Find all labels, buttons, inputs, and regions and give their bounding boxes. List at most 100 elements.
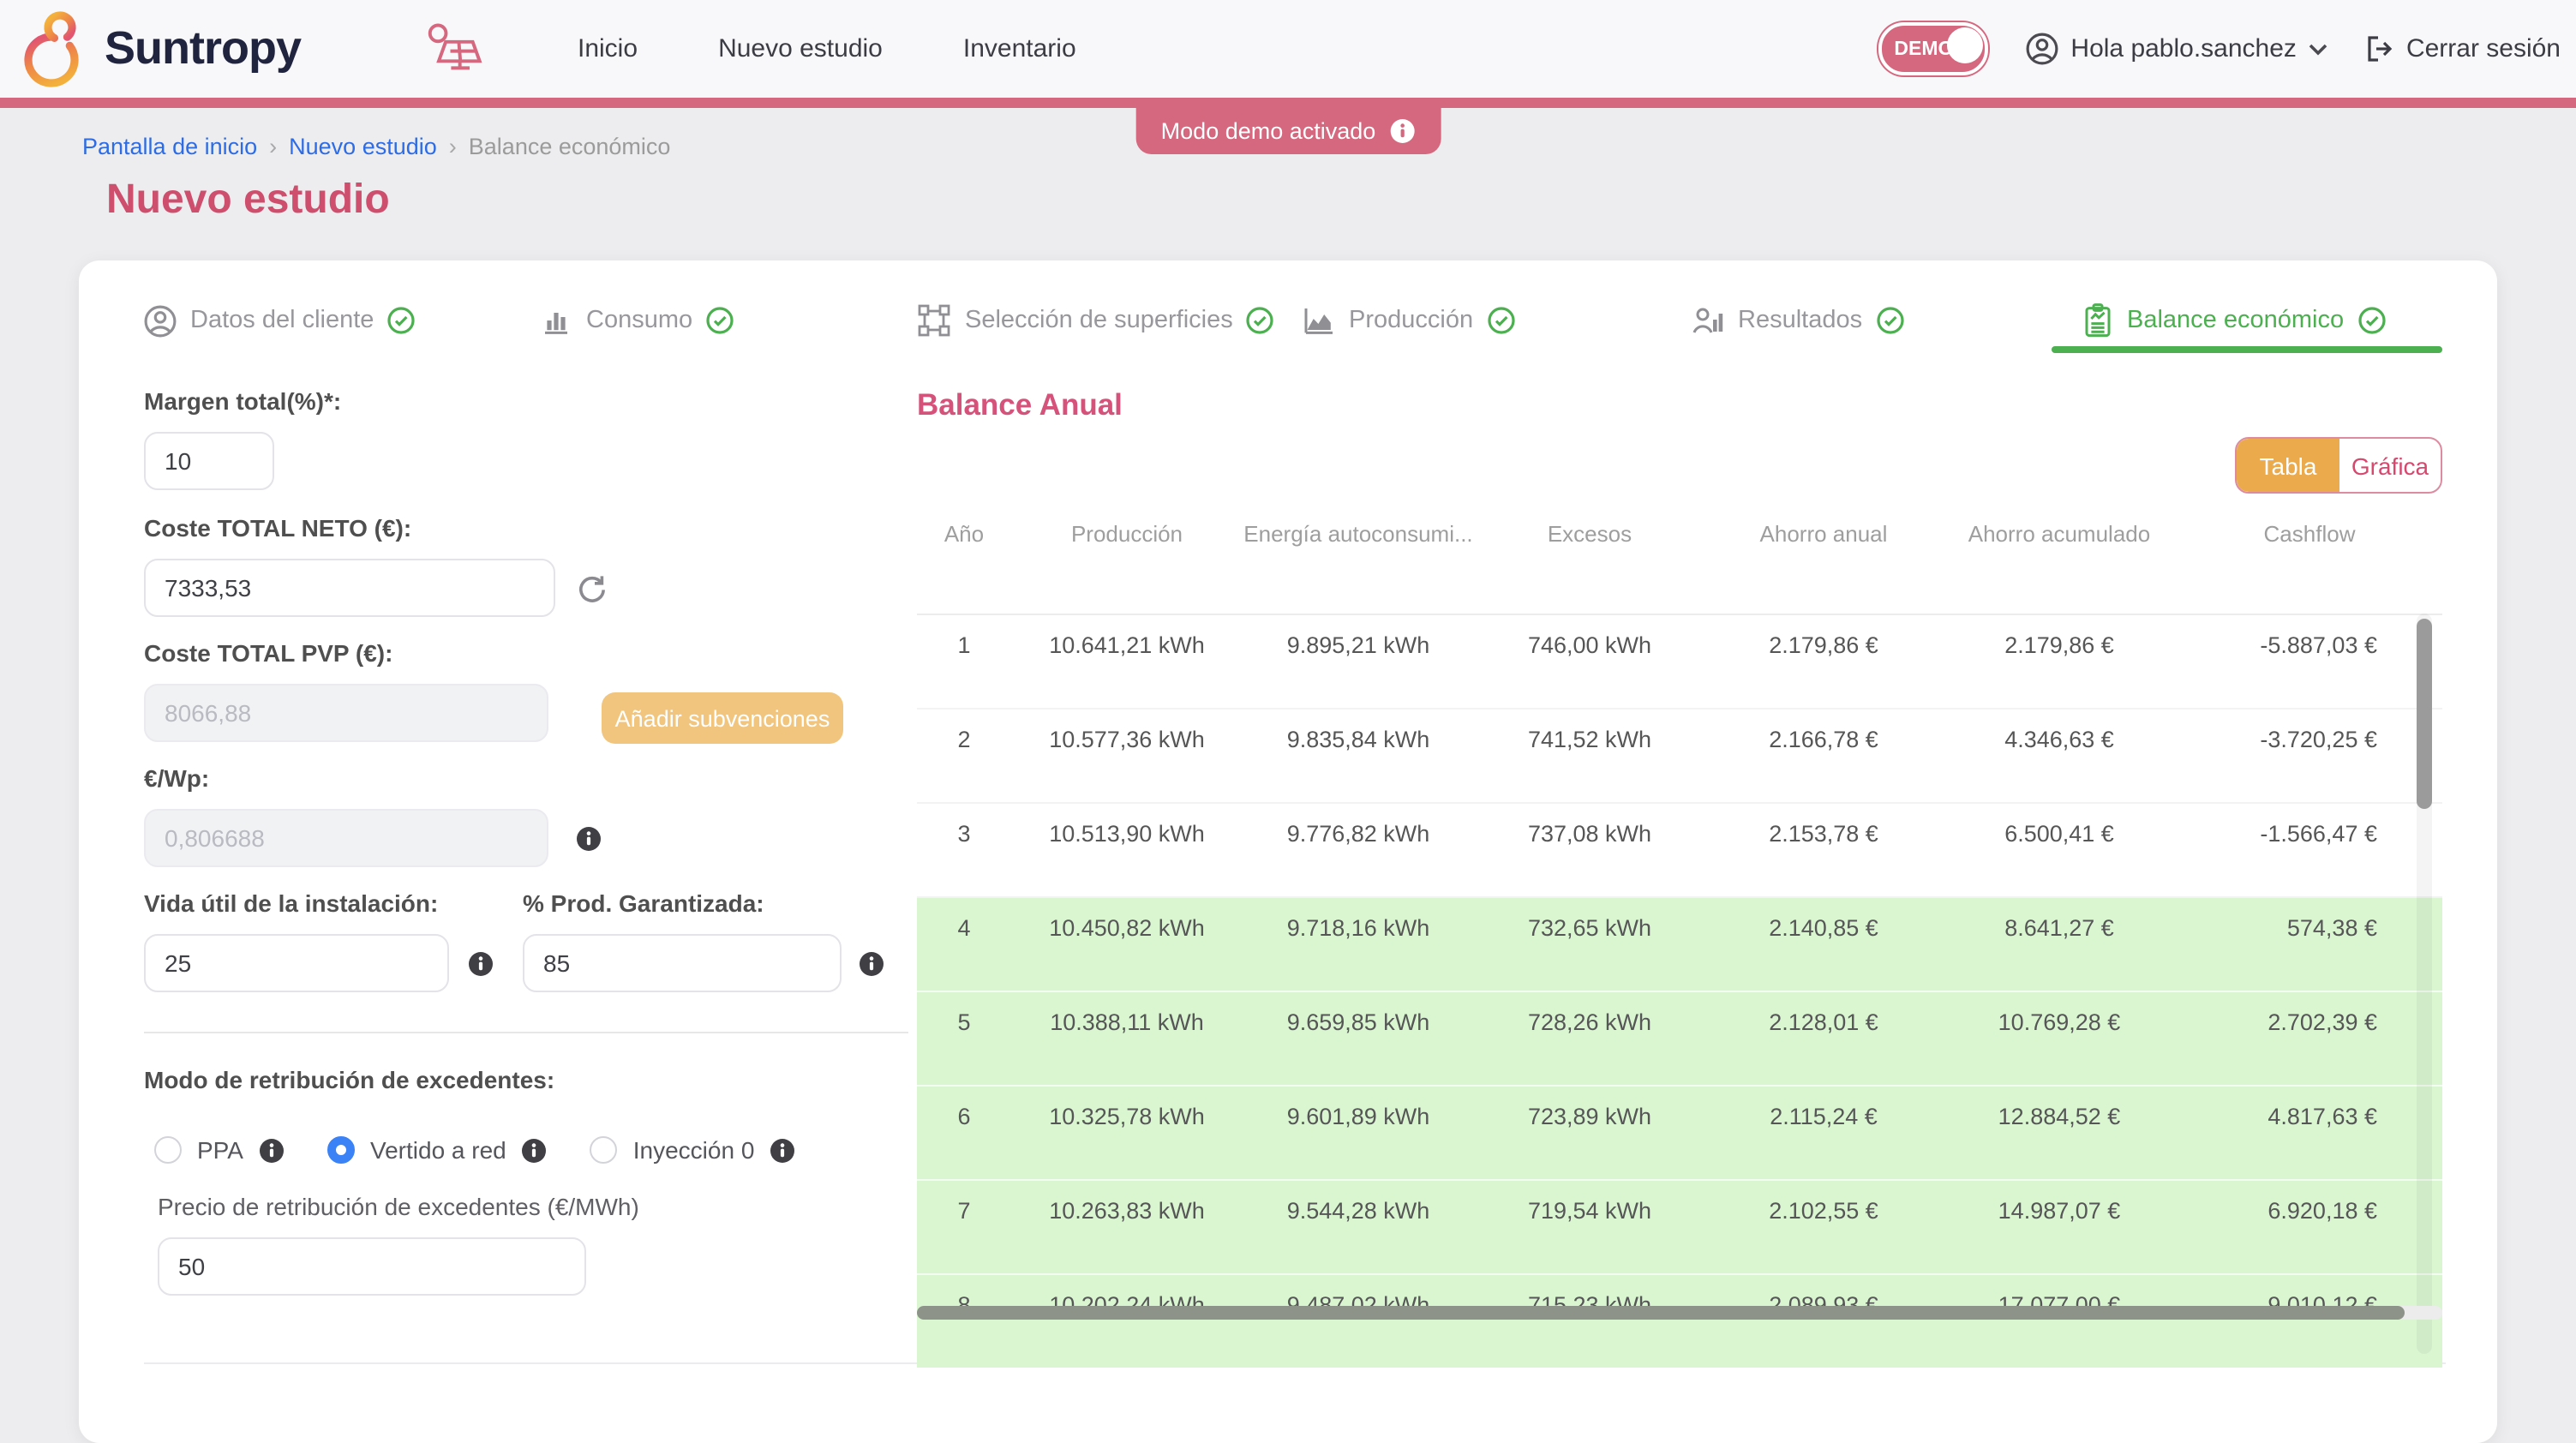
table-row[interactable]: 7 10.263,83 kWh 9.544,28 kWh 719,54 kWh 2.10… bbox=[917, 1179, 2442, 1273]
margen-total-label: Margen total(%)*: bbox=[144, 387, 342, 415]
info-icon[interactable] bbox=[770, 1137, 795, 1163]
toggle-grafica-button[interactable]: Gráfica bbox=[2351, 452, 2429, 479]
coste-neto-input[interactable] bbox=[144, 559, 555, 617]
area-chart-icon bbox=[1304, 308, 1333, 334]
check-circle-icon bbox=[1247, 307, 1274, 334]
info-icon[interactable] bbox=[468, 951, 494, 977]
nav-item-nuevo-estudio[interactable]: Nuevo estudio bbox=[718, 34, 883, 63]
results-icon bbox=[1692, 308, 1723, 333]
suntropy-logo-icon bbox=[24, 11, 79, 87]
toggle-tabla-button[interactable]: Tabla bbox=[2237, 439, 2339, 492]
table-cell: 9.776,82 kWh bbox=[1286, 821, 1430, 847]
tab-seleccion-de-superficies[interactable]: Selección de superficies bbox=[917, 298, 1274, 343]
info-icon[interactable] bbox=[259, 1137, 285, 1163]
check-circle-icon bbox=[2357, 307, 2385, 334]
table-cell: 10.641,21 kWh bbox=[1049, 632, 1205, 658]
coste-pvp-input bbox=[144, 684, 548, 742]
user-circle-icon bbox=[2026, 33, 2058, 65]
nav-item-inventario[interactable]: Inventario bbox=[962, 34, 1076, 63]
vertical-scrollbar-thumb[interactable] bbox=[2417, 619, 2432, 809]
table-row[interactable]: 5 10.388,11 kWh 9.659,85 kWh 728,26 kWh 2.12… bbox=[917, 991, 2442, 1085]
info-icon[interactable] bbox=[859, 951, 884, 977]
demo-toggle-label: DEMO bbox=[1894, 39, 1954, 59]
table-cell: 3 bbox=[957, 821, 971, 847]
check-circle-icon bbox=[1876, 307, 1903, 334]
table-cell: 2.102,55 € bbox=[1769, 1198, 1878, 1224]
table-cell: 9.659,85 kWh bbox=[1286, 1009, 1430, 1035]
table-row[interactable]: 1 10.641,21 kWh 9.895,21 kWh 746,00 kWh 2.17… bbox=[917, 615, 2442, 708]
table-cell: 14.987,07 € bbox=[1998, 1198, 2121, 1224]
breadcrumb-home-link[interactable]: Pantalla de inicio bbox=[82, 134, 258, 159]
precio-retribucion-label: Precio de retribución de excedentes (€/M… bbox=[158, 1193, 639, 1220]
vida-util-input[interactable] bbox=[144, 934, 449, 992]
tab-resultados[interactable]: Resultados bbox=[1692, 298, 1903, 343]
tab-label: Balance económico bbox=[2127, 307, 2345, 334]
table-cell: 9.835,84 kWh bbox=[1286, 727, 1430, 752]
tab-datos-del-cliente[interactable]: Datos del cliente bbox=[144, 298, 416, 343]
table-cell: 6 bbox=[957, 1104, 971, 1129]
radio-label: Vertido a red bbox=[369, 1136, 506, 1164]
toggle-knob bbox=[1947, 27, 1984, 63]
radio-button-selected[interactable] bbox=[326, 1136, 355, 1164]
main-nav: Inicio Nuevo estudio Inventario bbox=[578, 0, 1076, 98]
table-row[interactable]: 2 10.577,36 kWh 9.835,84 kWh 741,52 kWh 2.16… bbox=[917, 708, 2442, 802]
column-header: Ahorro acumulado bbox=[1968, 520, 2151, 546]
table-cell: -3.720,25 € bbox=[2260, 727, 2377, 752]
tab-balance-economico[interactable]: Balance económico bbox=[2082, 298, 2385, 343]
table-row[interactable]: 4 10.450,82 kWh 9.718,16 kWh 732,65 kWh 2.14… bbox=[917, 896, 2442, 991]
active-tab-underline bbox=[2052, 346, 2442, 352]
table-cell: 9.544,28 kWh bbox=[1286, 1198, 1430, 1224]
horizontal-scrollbar-thumb[interactable] bbox=[917, 1306, 2405, 1320]
user-menu[interactable]: Hola pablo.sanchez bbox=[2026, 33, 2327, 65]
margen-total-input[interactable] bbox=[144, 432, 274, 490]
demo-mode-toggle[interactable]: DEMO bbox=[1878, 22, 1989, 75]
breadcrumb-study-link[interactable]: Nuevo estudio bbox=[289, 134, 437, 159]
table-cell: 7 bbox=[957, 1198, 971, 1224]
table-cell: 10.388,11 kWh bbox=[1050, 1009, 1204, 1035]
breadcrumb-separator: › bbox=[269, 134, 278, 159]
column-header: Año bbox=[944, 520, 985, 546]
tab-label: Selección de superficies bbox=[965, 307, 1233, 334]
add-subsidies-button[interactable]: Añadir subvenciones bbox=[602, 692, 843, 744]
retribucion-label: Modo de retribución de excedentes: bbox=[144, 1066, 555, 1093]
info-icon[interactable] bbox=[1389, 118, 1415, 144]
table-cell: 2.179,86 € bbox=[2004, 632, 2114, 658]
tab-consumo[interactable]: Consumo bbox=[542, 298, 734, 343]
check-circle-icon bbox=[387, 307, 416, 334]
table-row[interactable]: 6 10.325,78 kWh 9.601,89 kWh 723,89 kWh 2.11… bbox=[917, 1085, 2442, 1179]
radio-option-ppa[interactable]: PPA bbox=[154, 1136, 285, 1164]
table-cell: 2.153,78 € bbox=[1769, 821, 1878, 847]
table-cell: 9.010,12 € bbox=[2267, 1292, 2377, 1318]
radio-button[interactable] bbox=[154, 1136, 182, 1164]
prod-garantizada-label: % Prod. Garantizada: bbox=[523, 889, 764, 917]
radio-button[interactable] bbox=[590, 1136, 618, 1164]
logout-icon bbox=[2368, 36, 2393, 62]
solar-panel-icon[interactable] bbox=[423, 21, 485, 84]
user-greeting: Hola pablo.sanchez bbox=[2070, 34, 2297, 63]
refresh-icon[interactable] bbox=[576, 572, 608, 605]
radio-label: PPA bbox=[197, 1136, 243, 1164]
brand-logo[interactable]: Suntropy bbox=[17, 9, 302, 87]
radio-option-vertido-a-red[interactable]: Vertido a red bbox=[326, 1136, 548, 1164]
table-row[interactable]: 3 10.513,90 kWh 9.776,82 kWh 737,08 kWh 2.15… bbox=[917, 802, 2442, 896]
radio-option-inyeccion-0[interactable]: Inyección 0 bbox=[590, 1136, 796, 1164]
table-cell: 10.769,28 € bbox=[1998, 1009, 2121, 1035]
logout-button[interactable]: Cerrar sesión bbox=[2365, 34, 2561, 63]
table-row[interactable]: 8 10.202,24 kWh 9.487,02 kWh 715,23 kWh 2.08… bbox=[917, 1273, 2442, 1368]
eur-wp-label: €/Wp: bbox=[144, 764, 210, 792]
chevron-down-icon bbox=[2309, 43, 2327, 55]
table-cell: 2 bbox=[957, 727, 971, 752]
precio-retribucion-input[interactable] bbox=[158, 1237, 586, 1296]
prod-garantizada-input[interactable] bbox=[523, 934, 842, 992]
form-divider bbox=[144, 1032, 908, 1033]
nav-item-inicio[interactable]: Inicio bbox=[578, 34, 638, 63]
user-icon bbox=[144, 304, 177, 337]
view-toggle: Tabla Gráfica bbox=[2235, 437, 2442, 494]
info-icon[interactable] bbox=[522, 1137, 548, 1163]
table-cell: 10.325,78 kWh bbox=[1049, 1104, 1205, 1129]
table-cell: 9.718,16 kWh bbox=[1286, 915, 1430, 941]
info-icon[interactable] bbox=[576, 826, 602, 852]
tab-label: Resultados bbox=[1738, 307, 1863, 334]
tab-produccion[interactable]: Producción bbox=[1303, 298, 1514, 343]
brand-name: Suntropy bbox=[105, 21, 302, 73]
